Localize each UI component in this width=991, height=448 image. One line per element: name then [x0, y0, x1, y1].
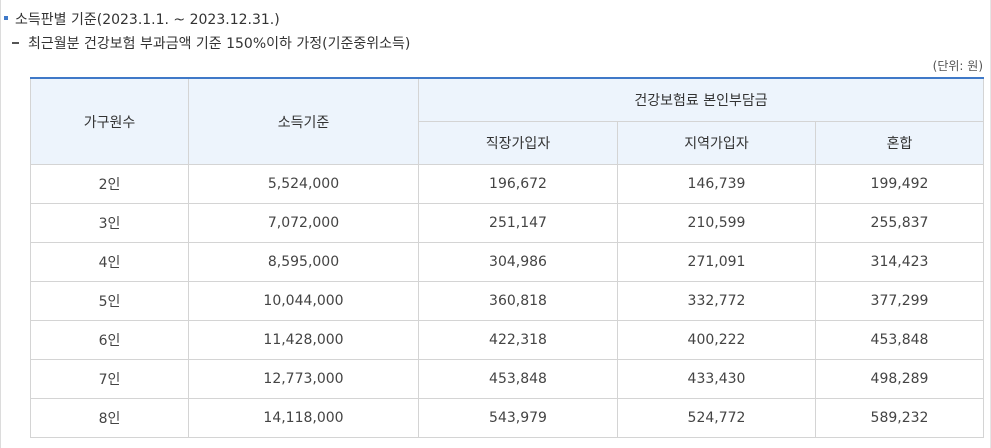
cell-household: 2인 — [30, 164, 189, 204]
table-row: 4인 8,595,000 304,986 271,091 314,423 — [30, 242, 984, 282]
section-subtitle: 최근월분 건강보험 부과금액 기준 150%이하 가정(기준중위소득) — [12, 35, 410, 53]
unit-label: (단위: 원) — [932, 59, 983, 73]
header-premium-group: 건강보험료 본인부담금 — [418, 77, 984, 122]
left-border — [0, 0, 1, 448]
table-row: 8인 14,118,000 543,979 524,772 589,232 — [30, 398, 984, 438]
header-mixed: 혼합 — [815, 121, 984, 165]
cell-mixed: 314,423 — [815, 242, 984, 282]
cell-income: 12,773,000 — [188, 359, 419, 399]
header-income: 소득기준 — [188, 77, 419, 165]
table-row: 7인 12,773,000 453,848 433,430 498,289 — [30, 359, 984, 399]
cell-regional: 210,599 — [617, 203, 816, 243]
cell-income: 7,072,000 — [188, 203, 419, 243]
section-title-text: 소득판별 기준(2023.1.1. ~ 2023.12.31.) — [15, 12, 280, 28]
header-regional: 지역가입자 — [617, 121, 816, 165]
table-row: 5인 10,044,000 360,818 332,772 377,299 — [30, 281, 984, 321]
cell-household: 8인 — [30, 398, 189, 438]
cell-mixed: 498,289 — [815, 359, 984, 399]
income-criteria-table: 가구원수 소득기준 건강보험료 본인부담금 직장가입자 지역가입자 혼합 2인 … — [30, 77, 984, 438]
cell-household: 4인 — [30, 242, 189, 282]
cell-mixed: 255,837 — [815, 203, 984, 243]
cell-regional: 524,772 — [617, 398, 816, 438]
cell-income: 5,524,000 — [188, 164, 419, 204]
cell-employee: 251,147 — [418, 203, 618, 243]
cell-employee: 196,672 — [418, 164, 618, 204]
cell-employee: 304,986 — [418, 242, 618, 282]
cell-household: 6인 — [30, 320, 189, 360]
dash-icon — [12, 42, 19, 44]
cell-income: 11,428,000 — [188, 320, 419, 360]
cell-household: 5인 — [30, 281, 189, 321]
cell-regional: 400,222 — [617, 320, 816, 360]
table-row: 6인 11,428,000 422,318 400,222 453,848 — [30, 320, 984, 360]
cell-mixed: 589,232 — [815, 398, 984, 438]
cell-regional: 271,091 — [617, 242, 816, 282]
cell-employee: 422,318 — [418, 320, 618, 360]
cell-mixed: 199,492 — [815, 164, 984, 204]
cell-mixed: 377,299 — [815, 281, 984, 321]
bullet-icon — [4, 16, 8, 20]
cell-household: 7인 — [30, 359, 189, 399]
table-row: 3인 7,072,000 251,147 210,599 255,837 — [30, 203, 984, 243]
table-row: 2인 5,524,000 196,672 146,739 199,492 — [30, 164, 984, 204]
cell-employee: 543,979 — [418, 398, 618, 438]
cell-regional: 433,430 — [617, 359, 816, 399]
cell-income: 14,118,000 — [188, 398, 419, 438]
cell-household: 3인 — [30, 203, 189, 243]
cell-regional: 332,772 — [617, 281, 816, 321]
cell-employee: 453,848 — [418, 359, 618, 399]
header-employee: 직장가입자 — [418, 121, 618, 165]
cell-mixed: 453,848 — [815, 320, 984, 360]
header-household: 가구원수 — [30, 77, 189, 165]
section-title: 소득판별 기준(2023.1.1. ~ 2023.12.31.) — [4, 11, 280, 29]
cell-regional: 146,739 — [617, 164, 816, 204]
section-subtitle-text: 최근월분 건강보험 부과금액 기준 150%이하 가정(기준중위소득) — [28, 36, 411, 52]
cell-income: 10,044,000 — [188, 281, 419, 321]
cell-employee: 360,818 — [418, 281, 618, 321]
cell-income: 8,595,000 — [188, 242, 419, 282]
